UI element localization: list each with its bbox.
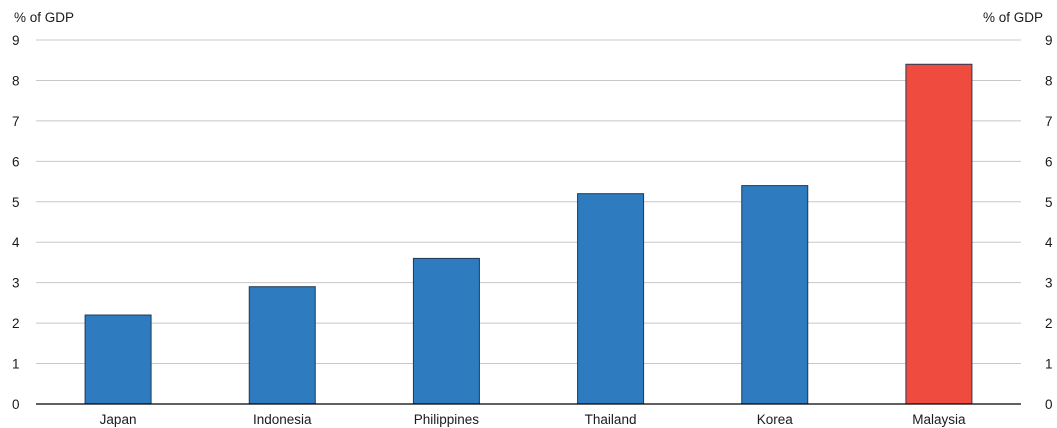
x-category-label: Thailand: [585, 412, 637, 427]
y-tick-label-left: 6: [12, 154, 20, 169]
y-tick-label-left: 9: [12, 33, 20, 48]
gridlines: [36, 39, 1021, 365]
bars: [84, 63, 973, 405]
y-axis-right: 0 1 2 3 4 5 6 7 8 9: [1045, 33, 1053, 412]
y-tick-label-right: 8: [1045, 73, 1053, 88]
y-axis-unit-right: % of GDP: [982, 10, 1043, 25]
y-tick-label-right: 4: [1045, 235, 1053, 250]
bar-thailand: [577, 193, 645, 405]
y-tick-label-right: 3: [1045, 276, 1053, 291]
x-category-label: Korea: [757, 412, 794, 427]
x-category-label: Malaysia: [912, 412, 966, 427]
y-tick-label-left: 5: [12, 195, 20, 210]
bar-philippines: [412, 257, 480, 405]
y-tick-label-right: 1: [1045, 357, 1053, 372]
x-axis-labels: Japan Indonesia Philippines Thailand Korea Ma…: [100, 412, 966, 427]
bar-japan: [84, 314, 152, 405]
y-tick-label-left: 3: [12, 276, 20, 291]
y-tick-label-right: 6: [1045, 154, 1053, 169]
bar-indonesia: [248, 286, 316, 405]
x-category-label: Japan: [100, 412, 137, 427]
y-tick-label-right: 7: [1045, 114, 1053, 129]
bar-korea: [741, 185, 809, 405]
y-tick-label-right: 2: [1045, 316, 1053, 331]
y-tick-label-right: 0: [1045, 397, 1053, 412]
y-tick-label-left: 7: [12, 114, 20, 129]
y-tick-label-left: 1: [12, 357, 20, 372]
y-tick-label-left: 0: [12, 397, 20, 412]
y-tick-label-right: 9: [1045, 33, 1053, 48]
y-axis-left: 0 1 2 3 4 5 6 7 8 9: [12, 33, 20, 412]
x-category-label: Indonesia: [253, 412, 312, 427]
y-tick-label-left: 2: [12, 316, 20, 331]
y-tick-label-left: 4: [12, 235, 20, 250]
bar-malaysia: [905, 63, 973, 405]
y-tick-label-right: 5: [1045, 195, 1053, 210]
x-category-label: Philippines: [414, 412, 480, 427]
y-tick-label-left: 8: [12, 73, 20, 88]
y-axis-unit-left: % of GDP: [14, 10, 75, 25]
